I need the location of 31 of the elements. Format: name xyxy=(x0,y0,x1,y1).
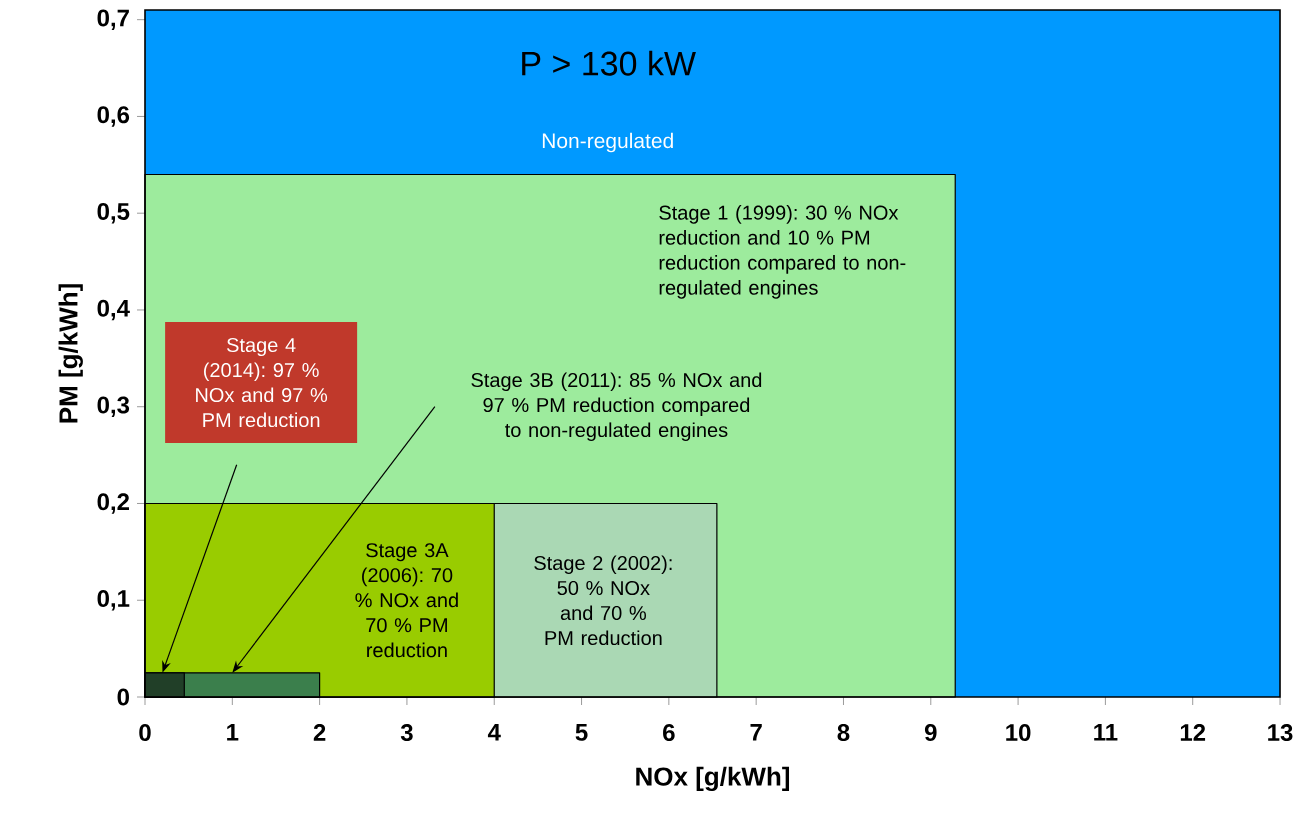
annotation: Stage 3B (2011): 85 % NOx and 97 % PM reduction compared to non-regulated engines xyxy=(471,372,762,442)
x-tick-label: 10 xyxy=(1006,724,1031,742)
y-tick-label: 0,4 xyxy=(97,299,130,321)
x-tick-label: 7 xyxy=(750,724,762,741)
x-tick-label: 9 xyxy=(924,724,937,742)
x-tick-label: 1 xyxy=(227,724,239,741)
x-tick-label: 2 xyxy=(313,724,326,741)
y-tick-label: 0,5 xyxy=(97,202,130,224)
x-tick-label: 6 xyxy=(663,724,675,742)
y-tick-label: 0,6 xyxy=(97,106,130,127)
annotation: Stage 1 (1999): 30 % NOx reduction and 10 % PM reduction compared to non-regulated engines xyxy=(659,205,906,299)
y-tick-label: 0,7 xyxy=(97,9,129,30)
x-axis-title: NOx [g/kWh] xyxy=(636,766,790,792)
annotation: Stage 4 (2014): 97 % NOx and 97 % PM reduction xyxy=(196,337,328,428)
annotation: Stage 2 (2002): 50 % NOx and 70 % PM reduction xyxy=(534,555,672,646)
x-tick-label: 5 xyxy=(575,724,588,741)
y-axis-title: PM [g/kWh] xyxy=(58,284,83,423)
x-tick-label: 4 xyxy=(487,724,501,741)
x-tick-label: 3 xyxy=(400,724,413,742)
y-tick-label: 0 xyxy=(117,688,129,706)
y-tick-label: 0,2 xyxy=(97,493,129,514)
x-tick-label: 8 xyxy=(837,724,850,742)
y-tick-label: 0,3 xyxy=(97,396,130,417)
annotation: Stage 3A (2006): 70 % NOx and 70 % PM reduction xyxy=(355,543,458,658)
x-tick-label: 12 xyxy=(1180,724,1206,741)
annotation: P > 130 kW xyxy=(522,50,696,76)
band-label: Non-regulated xyxy=(542,132,673,153)
y-tick-label: 0,1 xyxy=(97,590,130,611)
x-tick-label: 0 xyxy=(139,724,151,742)
x-tick-label: 13 xyxy=(1268,724,1293,742)
x-tick-label: 11 xyxy=(1094,724,1118,741)
